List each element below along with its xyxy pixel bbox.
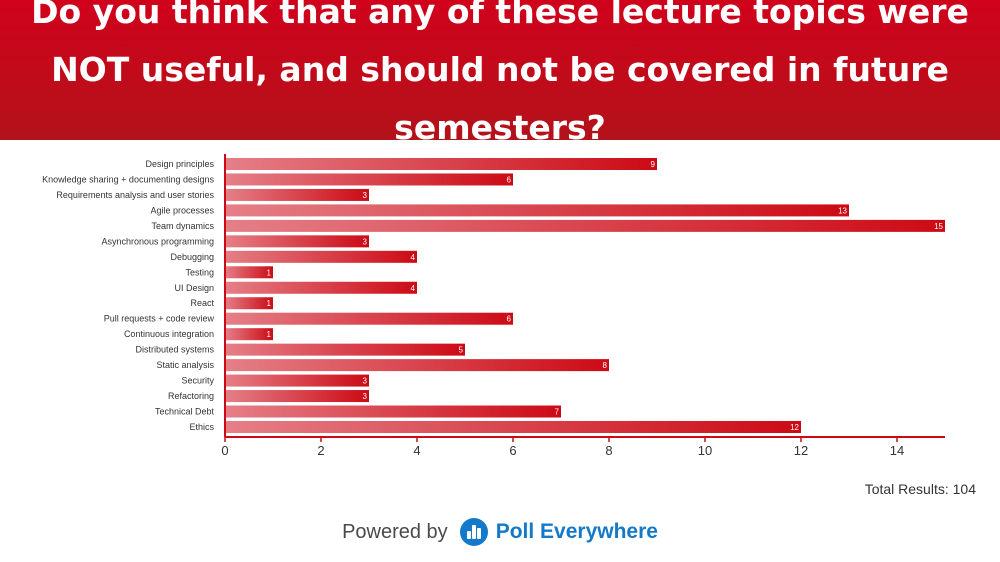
bar [225, 343, 465, 356]
category-label: Debugging [170, 252, 214, 262]
bar-value-label: 5 [459, 346, 464, 355]
powered-by-text: Powered by [342, 520, 448, 543]
bar-value-label: 8 [603, 361, 608, 370]
bar [225, 374, 369, 387]
bar [225, 312, 513, 325]
poll-question-title: Do you think that any of these lecture t… [31, 0, 969, 147]
bar-value-label: 15 [934, 222, 943, 231]
bar [225, 219, 945, 232]
bar-chart: Design principles 9 Knowledge sharing + do… [42, 154, 945, 458]
x-tick-label: 10 [698, 443, 712, 458]
category-label: Static analysis [156, 360, 214, 370]
bar [225, 188, 369, 201]
x-tick-label: 4 [413, 443, 420, 458]
bar [225, 266, 273, 279]
bar-value-label: 3 [363, 237, 368, 246]
category-label: Security [181, 376, 214, 386]
brand-name: Poll Everywhere [495, 520, 658, 543]
x-tick-label: 12 [794, 443, 808, 458]
bar [225, 250, 417, 263]
category-label: Continuous integration [124, 329, 214, 339]
category-label: Distributed systems [135, 345, 214, 355]
bar-value-label: 6 [507, 175, 512, 184]
category-label: Ethics [189, 422, 214, 432]
category-label: Asynchronous programming [101, 236, 214, 246]
bar-value-label: 1 [267, 268, 272, 277]
bar [225, 173, 513, 186]
bar-value-label: 1 [267, 299, 272, 308]
x-tick-label: 6 [509, 443, 516, 458]
bar-value-label: 4 [411, 284, 416, 293]
bar-value-label: 7 [555, 408, 560, 417]
category-label: Team dynamics [151, 221, 214, 231]
category-label: Pull requests + code review [104, 314, 215, 324]
bar-value-label: 1 [267, 330, 272, 339]
powered-by-footer: Powered by Poll Everywhere [0, 512, 1000, 552]
bar-value-label: 3 [363, 191, 368, 200]
x-tick-label: 2 [317, 443, 324, 458]
bar-value-label: 4 [411, 253, 416, 262]
x-tick-label: 0 [221, 443, 228, 458]
bar [225, 328, 273, 341]
bar [225, 235, 369, 248]
category-label: Testing [185, 267, 214, 277]
bar [225, 420, 801, 433]
category-label: Requirements analysis and user stories [56, 190, 214, 200]
category-label: UI Design [174, 283, 214, 293]
total-results: Total Results: 104 [864, 481, 976, 497]
bar-value-label: 13 [838, 206, 847, 215]
category-label: Design principles [145, 159, 214, 169]
bar-value-label: 9 [651, 160, 656, 169]
category-label: Technical Debt [155, 407, 215, 417]
bar [225, 204, 849, 217]
bar-value-label: 3 [363, 392, 368, 401]
x-tick-label: 14 [890, 443, 904, 458]
x-tick-label: 8 [605, 443, 612, 458]
poll-everywhere-logo-icon [459, 518, 488, 546]
header-banner: Do you think that any of these lecture t… [0, 0, 1000, 147]
bar [225, 281, 417, 294]
bar-value-label: 12 [790, 423, 799, 432]
bar-value-label: 3 [363, 377, 368, 386]
category-label: Agile processes [150, 205, 214, 215]
bar-value-label: 6 [507, 315, 512, 324]
bar [225, 359, 609, 372]
category-label: Refactoring [168, 391, 214, 401]
bar [225, 390, 369, 403]
category-label: Knowledge sharing + documenting designs [42, 174, 214, 184]
bar [225, 158, 657, 170]
bar [225, 405, 561, 418]
category-label: React [190, 298, 214, 308]
bar [225, 297, 273, 310]
